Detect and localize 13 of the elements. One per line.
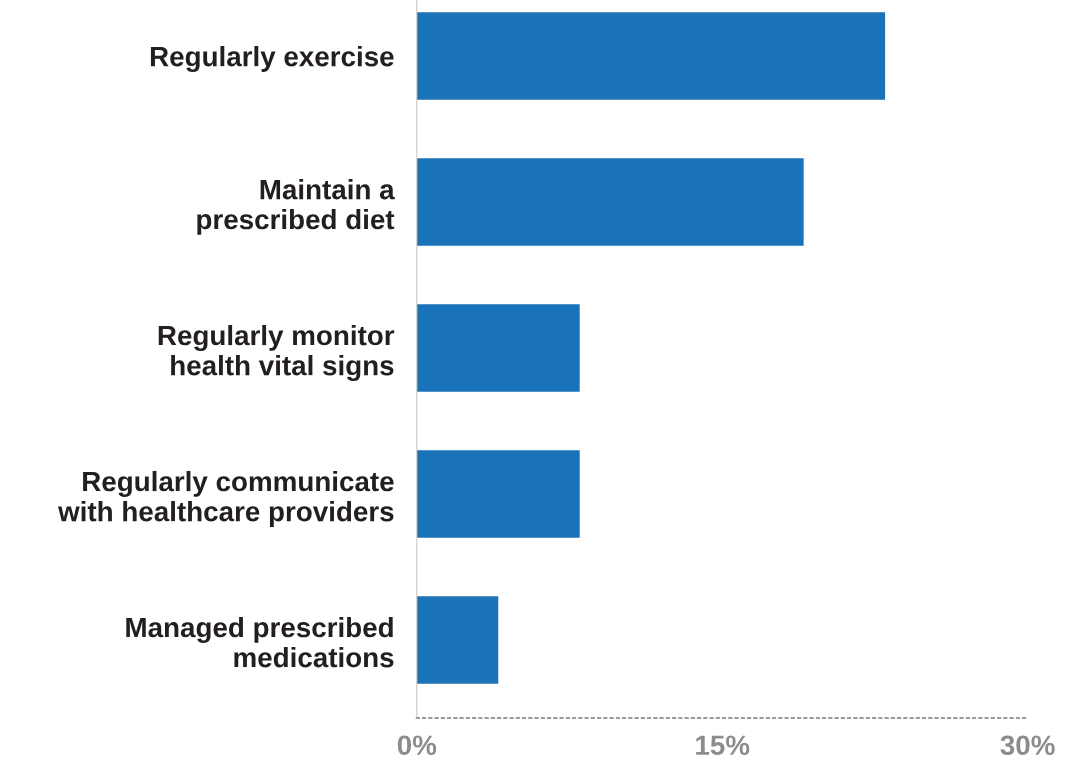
y-tick-label: Regularly communicate with healthcare providers — [58, 470, 394, 527]
x-tick-label: 15% — [696, 735, 750, 756]
x-tick-label: 0% — [397, 735, 437, 756]
bar — [416, 304, 580, 392]
bar — [416, 12, 886, 100]
x-tick-label: 30% — [1000, 735, 1055, 756]
y-tick-label: Regularly monitor health vital signs — [158, 324, 395, 382]
y-tick-label: Maintain a prescribed diet — [197, 179, 395, 235]
y-tick-label: Managed prescribed medications — [126, 616, 394, 668]
bar — [416, 158, 804, 246]
y-tick-label: Regularly exercise — [150, 46, 394, 73]
bar — [416, 596, 499, 684]
bar — [416, 450, 580, 538]
